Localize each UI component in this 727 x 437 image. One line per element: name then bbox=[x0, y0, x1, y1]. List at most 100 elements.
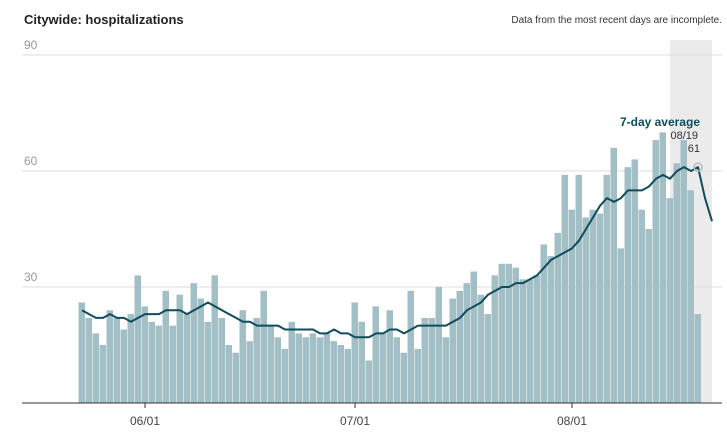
bar bbox=[414, 348, 421, 403]
bar bbox=[295, 333, 302, 403]
bar bbox=[225, 345, 232, 403]
legend-label: 7-day average bbox=[620, 115, 700, 129]
bar bbox=[442, 337, 449, 403]
bar bbox=[666, 198, 673, 403]
bar bbox=[652, 140, 659, 404]
bar bbox=[680, 140, 687, 404]
bar bbox=[624, 167, 631, 403]
bar bbox=[351, 302, 358, 403]
average-line bbox=[81, 166, 713, 339]
bar bbox=[449, 298, 456, 403]
y-tick-label: 90 bbox=[24, 38, 38, 52]
bar bbox=[148, 321, 155, 403]
bar bbox=[106, 310, 113, 403]
bar bbox=[372, 306, 379, 403]
bar bbox=[477, 294, 484, 403]
bar bbox=[274, 337, 281, 403]
bar bbox=[435, 287, 442, 403]
bar bbox=[358, 321, 365, 403]
bar bbox=[533, 275, 540, 403]
annotation-date: 08/19 bbox=[670, 130, 698, 142]
bar bbox=[260, 290, 267, 403]
bar bbox=[337, 345, 344, 403]
bar bbox=[589, 209, 596, 403]
bar bbox=[127, 314, 134, 403]
bar bbox=[92, 333, 99, 403]
bar bbox=[309, 333, 316, 403]
y-tick-label: 60 bbox=[24, 154, 38, 168]
bar bbox=[288, 321, 295, 403]
bar bbox=[610, 147, 617, 403]
bar bbox=[400, 352, 407, 403]
highlight-point bbox=[693, 162, 703, 172]
x-tick-label: 07/01 bbox=[340, 414, 370, 428]
bar bbox=[484, 314, 491, 403]
bar bbox=[330, 341, 337, 403]
bar bbox=[113, 317, 120, 403]
bar bbox=[344, 348, 351, 403]
note: Data from the most recent days are incom… bbox=[511, 15, 722, 26]
bar bbox=[218, 317, 225, 403]
bar bbox=[659, 132, 666, 404]
bar bbox=[204, 321, 211, 403]
bar bbox=[561, 174, 568, 403]
bar bbox=[162, 290, 169, 403]
bar bbox=[407, 290, 414, 403]
chart-title: Citywide: hospitalizations bbox=[24, 12, 184, 27]
bar bbox=[498, 263, 505, 403]
bar bbox=[190, 283, 197, 403]
y-tick-label: 30 bbox=[24, 270, 38, 284]
bar bbox=[183, 314, 190, 403]
bar bbox=[505, 263, 512, 403]
bar bbox=[673, 163, 680, 403]
bar bbox=[575, 174, 582, 403]
bar bbox=[645, 229, 652, 403]
bar bbox=[211, 275, 218, 403]
bar bbox=[379, 333, 386, 403]
bar bbox=[491, 275, 498, 403]
x-tick-label: 08/01 bbox=[557, 414, 587, 428]
annotation-value: 61 bbox=[688, 143, 700, 155]
x-tick-label: 06/01 bbox=[130, 414, 160, 428]
bar bbox=[253, 317, 260, 403]
bar bbox=[155, 325, 162, 403]
bar bbox=[428, 317, 435, 403]
bar bbox=[638, 209, 645, 403]
bar bbox=[302, 337, 309, 403]
bar bbox=[470, 271, 477, 403]
bar bbox=[554, 232, 561, 403]
bar bbox=[169, 325, 176, 403]
bar bbox=[421, 317, 428, 403]
bar bbox=[526, 279, 533, 403]
bar bbox=[246, 341, 253, 403]
bar bbox=[232, 352, 239, 403]
bar bbox=[85, 317, 92, 403]
bar bbox=[519, 279, 526, 403]
bar bbox=[512, 267, 519, 403]
bar bbox=[120, 329, 127, 403]
bar bbox=[456, 290, 463, 403]
bar bbox=[687, 190, 694, 403]
bar bbox=[316, 337, 323, 403]
bar bbox=[631, 159, 638, 403]
bar bbox=[603, 174, 610, 403]
bar bbox=[78, 302, 85, 403]
bar bbox=[141, 306, 148, 403]
bar bbox=[582, 217, 589, 403]
bar bbox=[617, 248, 624, 403]
bar bbox=[267, 325, 274, 403]
bar bbox=[239, 310, 246, 403]
bar bbox=[99, 345, 106, 403]
bar bbox=[134, 275, 141, 403]
bar bbox=[568, 209, 575, 403]
bar bbox=[547, 256, 554, 403]
bar bbox=[365, 360, 372, 403]
bar bbox=[463, 283, 470, 403]
bar bbox=[323, 333, 330, 403]
bar bbox=[176, 294, 183, 403]
bar bbox=[540, 244, 547, 403]
bar bbox=[281, 348, 288, 403]
bar bbox=[596, 213, 603, 403]
bar bbox=[197, 298, 204, 403]
